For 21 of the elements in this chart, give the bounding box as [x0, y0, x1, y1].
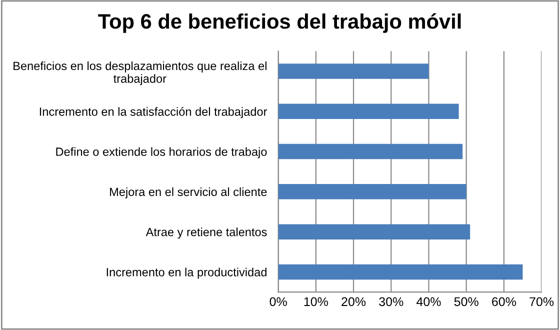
- bar: [278, 224, 470, 240]
- x-tick-label: 60%: [492, 297, 516, 306]
- x-tick-label: 50%: [454, 297, 478, 306]
- y-tick-label: Define o extiende los horarios de trabajo: [56, 147, 267, 158]
- bar: [278, 184, 466, 200]
- x-tick-label: 0%: [270, 297, 287, 306]
- y-tick-label: Incremento en la satisfacción del trabajador: [40, 107, 268, 118]
- x-tick-label: 70%: [530, 297, 554, 306]
- y-tick-label: Mejora en el servicio al cliente: [110, 187, 267, 198]
- bar: [278, 144, 463, 160]
- y-tick-label: Incremento en la productividad: [106, 268, 266, 279]
- x-tick-label: 40%: [416, 297, 441, 306]
- x-tick-label: 10%: [304, 297, 328, 306]
- chart-title: Top 6 de beneficios del trabajo móvil: [98, 13, 461, 33]
- y-tick-label: Atrae y retiene talentos: [146, 228, 267, 239]
- bar: [278, 104, 459, 120]
- x-tick-label: 20%: [342, 297, 366, 306]
- x-tick-label: 30%: [379, 297, 404, 306]
- bar: [278, 264, 523, 280]
- bar: [278, 64, 429, 79]
- y-tick-label: Beneficios en los desplazamientos que realiza el trabajador: [14, 61, 266, 86]
